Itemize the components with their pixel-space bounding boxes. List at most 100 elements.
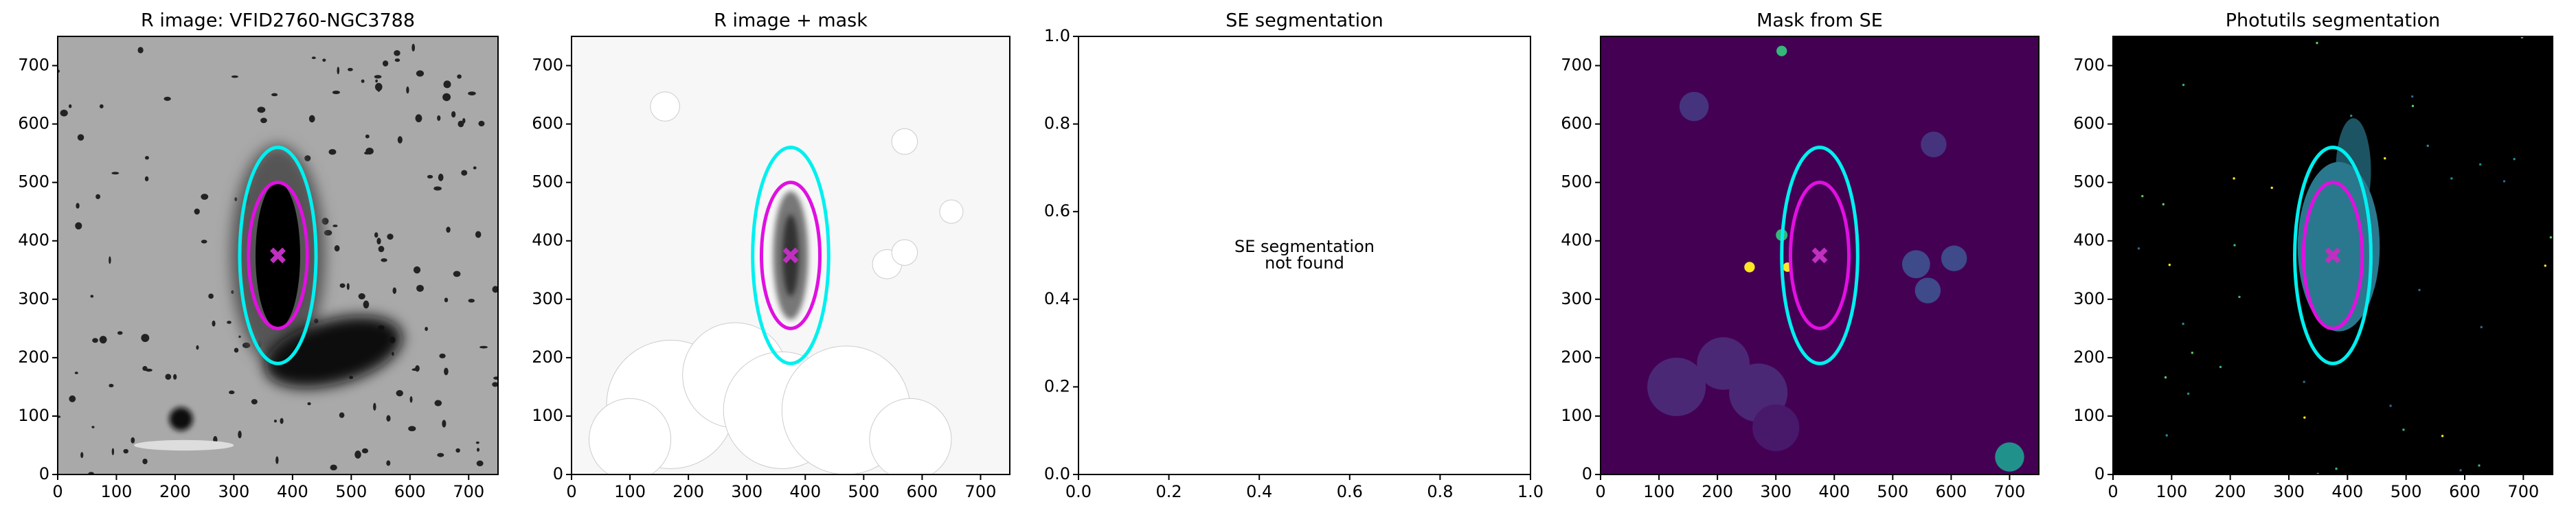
star bbox=[91, 426, 95, 428]
star bbox=[137, 47, 144, 54]
image bbox=[2113, 36, 2553, 474]
star bbox=[58, 415, 61, 418]
star bbox=[363, 300, 370, 309]
y-tick-label: 600 bbox=[18, 114, 49, 133]
segment bbox=[2411, 104, 2415, 108]
x-tick-label: 0.4 bbox=[1246, 482, 1272, 501]
star bbox=[478, 120, 485, 127]
star bbox=[238, 431, 242, 439]
x-tick-label: 600 bbox=[2449, 482, 2481, 501]
star bbox=[392, 287, 397, 295]
y-tick-label: 0.6 bbox=[1044, 201, 1070, 220]
segment bbox=[1776, 45, 1787, 56]
star bbox=[361, 448, 369, 454]
x-tick-label: 0.8 bbox=[1427, 482, 1453, 501]
star bbox=[475, 231, 482, 238]
star bbox=[468, 299, 475, 303]
image bbox=[1601, 36, 2039, 474]
star bbox=[339, 283, 346, 288]
star bbox=[358, 293, 365, 300]
star bbox=[442, 93, 451, 102]
y-tick-label: 100 bbox=[2073, 406, 2105, 425]
star bbox=[77, 134, 84, 141]
x-tick-label: 100 bbox=[1643, 482, 1675, 501]
star bbox=[468, 91, 476, 95]
star bbox=[451, 111, 456, 118]
y-tick-label: 200 bbox=[1561, 347, 1592, 367]
y-tick-label: 600 bbox=[2073, 114, 2105, 133]
aperture-outer bbox=[238, 146, 318, 365]
x-tick-label: 300 bbox=[1760, 482, 1792, 501]
mask-region bbox=[939, 199, 964, 224]
segment bbox=[2168, 264, 2171, 266]
segment bbox=[2459, 469, 2462, 472]
star bbox=[242, 342, 251, 348]
star bbox=[373, 402, 376, 411]
star bbox=[95, 194, 101, 200]
star bbox=[347, 67, 353, 71]
star bbox=[364, 151, 370, 155]
star bbox=[476, 448, 480, 452]
center-marker bbox=[270, 247, 286, 264]
star bbox=[144, 176, 149, 182]
star bbox=[376, 238, 381, 245]
mask-region bbox=[869, 398, 952, 474]
x-tick-label: 200 bbox=[673, 482, 704, 501]
segment bbox=[2335, 467, 2338, 470]
star bbox=[165, 374, 172, 380]
axes-frame bbox=[1078, 36, 1531, 475]
segment bbox=[1647, 357, 1706, 416]
mask-region bbox=[650, 91, 680, 122]
segment bbox=[2165, 434, 2168, 437]
star bbox=[374, 75, 382, 79]
companion bbox=[264, 315, 403, 388]
x-tick-label: 0 bbox=[1595, 482, 1605, 501]
star bbox=[75, 222, 82, 230]
star bbox=[99, 104, 104, 108]
panel: Photutils segmentation 0 100 200 300 400 500 60… bbox=[2073, 10, 2553, 501]
segment bbox=[1744, 262, 1755, 273]
segment bbox=[2233, 244, 2236, 247]
star bbox=[346, 283, 350, 290]
x-tick-label: 500 bbox=[848, 482, 879, 501]
star bbox=[68, 104, 72, 108]
bright-star bbox=[169, 407, 193, 431]
segment bbox=[2441, 435, 2444, 437]
segment bbox=[1901, 250, 1930, 279]
star bbox=[381, 258, 387, 262]
star bbox=[438, 173, 444, 181]
star bbox=[386, 415, 391, 422]
star bbox=[444, 367, 449, 376]
y-tick-label: 500 bbox=[532, 172, 563, 192]
segment bbox=[2238, 295, 2241, 299]
x-tick-label: 400 bbox=[1818, 482, 1850, 501]
x-tick-label: 500 bbox=[1877, 482, 1908, 501]
star bbox=[476, 460, 484, 467]
star bbox=[111, 172, 120, 175]
star bbox=[117, 331, 123, 335]
star bbox=[394, 49, 400, 56]
segment bbox=[2137, 247, 2140, 250]
y-tick-label: 0.2 bbox=[1044, 376, 1070, 396]
aperture-inner bbox=[247, 181, 309, 330]
star bbox=[208, 293, 214, 299]
star bbox=[123, 448, 128, 454]
x-tick-label: 600 bbox=[1935, 482, 1967, 501]
panel-title: SE segmentation bbox=[1225, 10, 1383, 32]
star bbox=[231, 290, 234, 294]
star bbox=[201, 194, 209, 200]
x-tick-label: 700 bbox=[453, 482, 484, 501]
x-tick-label: 400 bbox=[789, 482, 821, 501]
x-tick-label: 700 bbox=[965, 482, 997, 501]
segment bbox=[2316, 41, 2318, 45]
x-tick-label: 300 bbox=[731, 482, 762, 501]
axes-frame bbox=[571, 36, 1010, 475]
y-tick-label: 100 bbox=[532, 406, 563, 425]
image bbox=[58, 36, 498, 474]
x-tick-label: 0.6 bbox=[1337, 482, 1363, 501]
y-tick-label: 300 bbox=[2073, 289, 2105, 308]
star bbox=[90, 295, 94, 298]
segment bbox=[2402, 428, 2405, 431]
star bbox=[142, 458, 148, 465]
